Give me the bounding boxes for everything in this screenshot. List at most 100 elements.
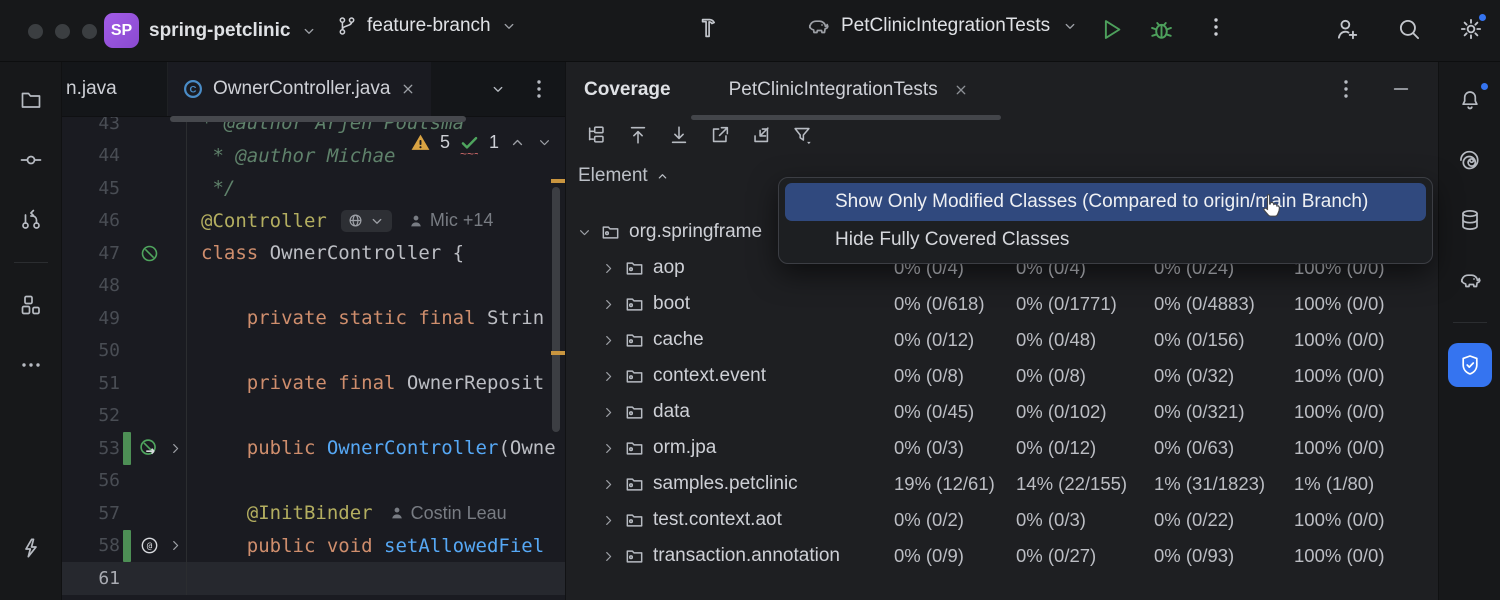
editor-scrollbar-thumb[interactable] xyxy=(552,187,560,432)
editor-tab-active[interactable]: C OwnerController.java xyxy=(168,62,432,116)
project-widget[interactable]: SP spring-petclinic xyxy=(104,13,318,48)
close-icon[interactable] xyxy=(952,81,970,99)
tool-button-commit[interactable] xyxy=(9,138,53,182)
window-controls[interactable] xyxy=(28,24,97,39)
tree-row[interactable]: boot 0% (0/618) 0% (0/1771) 0% (0/4883) 100%… xyxy=(566,286,1438,322)
menu-item[interactable]: Hide Fully Covered Classes xyxy=(835,229,1070,250)
spring-bean-icon[interactable] xyxy=(139,243,160,264)
tree-row[interactable]: org.springframe xyxy=(566,214,1438,250)
coverage-tab[interactable]: PetClinicIntegrationTests xyxy=(729,79,970,101)
code-line[interactable]: 61 xyxy=(62,562,565,595)
minimize-icon[interactable] xyxy=(1390,78,1412,100)
code-author-inlay[interactable]: Costin Leau xyxy=(389,503,507,524)
line-number: 47 xyxy=(98,242,120,264)
tree-row[interactable]: test.context.aot 0% (0/2) 0% (0/3) 0% (0/22… xyxy=(566,502,1438,538)
tool-button-lightning[interactable] xyxy=(9,526,53,570)
column-header-element[interactable]: Element xyxy=(566,155,1438,187)
window-zoom-button[interactable] xyxy=(82,24,97,39)
line-number: 61 xyxy=(98,567,120,589)
code-line[interactable]: 51 private final OwnerReposit xyxy=(62,367,565,400)
code-line[interactable]: 56 xyxy=(62,464,565,497)
expand-all-button[interactable] xyxy=(627,124,649,151)
tool-button-spiral[interactable] xyxy=(1448,138,1492,182)
tab-scrollbar-thumb[interactable] xyxy=(170,116,466,122)
tab-list-chevron-icon[interactable] xyxy=(489,80,507,98)
tree-row[interactable]: orm.jpa 0% (0/3) 0% (0/12) 0% (0/63) 100% (0… xyxy=(566,430,1438,466)
editor-tab-partial[interactable]: n.java xyxy=(62,62,168,116)
collapse-all-button[interactable] xyxy=(668,124,690,151)
menu-item[interactable]: Show Only Modified Classes (Compared to … xyxy=(785,183,1426,221)
tree-chevron[interactable] xyxy=(598,332,618,349)
code-text: public void setAllowedFiel xyxy=(186,529,565,562)
tree-chevron[interactable] xyxy=(598,512,618,529)
code-line[interactable]: 46 @Controller Mic +14 xyxy=(62,204,565,237)
export-report-button[interactable] xyxy=(709,124,731,151)
search-icon[interactable] xyxy=(1396,16,1422,42)
window-minimize-button[interactable] xyxy=(55,24,70,39)
run-button[interactable] xyxy=(1098,16,1125,43)
tree-row[interactable]: cache 0% (0/12) 0% (0/48) 0% (0/156) 100% (0… xyxy=(566,322,1438,358)
inspections-widget[interactable]: 5 ~~~ 1 xyxy=(410,132,553,157)
tool-button-structure[interactable] xyxy=(9,283,53,327)
column-header-label: Element xyxy=(578,165,648,186)
spring-bean-icon[interactable] xyxy=(138,437,160,459)
import-report-button[interactable] xyxy=(750,124,772,151)
tool-button-branches[interactable] xyxy=(9,198,53,242)
code-segment: private static final xyxy=(201,307,487,330)
build-button[interactable] xyxy=(694,16,718,40)
code-author-inlay[interactable]: Mic +14 xyxy=(408,210,493,231)
tree-chevron[interactable] xyxy=(574,224,594,241)
tree-chevron[interactable] xyxy=(598,260,618,277)
tree-chevron[interactable] xyxy=(598,404,618,421)
branch-widget[interactable]: feature-branch xyxy=(336,15,518,37)
left-rail xyxy=(0,62,62,600)
tree-chevron[interactable] xyxy=(598,296,618,313)
tree-row[interactable]: transaction.annotation 0% (0/9) 0% (0/27) 0… xyxy=(566,538,1438,574)
run-configuration-widget[interactable]: PetClinicIntegrationTests xyxy=(806,14,1079,38)
next-problem-chevron-icon[interactable] xyxy=(536,134,553,151)
tree-row[interactable]: samples.petclinic 19% (12/61) 14% (22/155)… xyxy=(566,466,1438,502)
prev-problem-chevron-icon[interactable] xyxy=(508,133,527,152)
annotation-gutter-icon[interactable]: @ xyxy=(139,535,160,556)
tree-row[interactable]: data 0% (0/45) 0% (0/102) 0% (0/321) 100% (0… xyxy=(566,394,1438,430)
code-line[interactable]: 52 xyxy=(62,399,565,432)
tree-chevron[interactable] xyxy=(598,548,618,565)
tool-button-database[interactable] xyxy=(1448,198,1492,242)
debug-button[interactable] xyxy=(1148,16,1175,43)
tree-row[interactable]: context.event 0% (0/8) 0% (0/8) 0% (0/32) 10… xyxy=(566,358,1438,394)
add-user-icon[interactable] xyxy=(1334,16,1360,42)
code-line[interactable]: 47 class OwnerController { xyxy=(62,237,565,270)
tool-button-folder[interactable] xyxy=(9,78,53,122)
tool-button-elephant[interactable] xyxy=(1448,258,1492,302)
tree-chevron[interactable] xyxy=(598,440,618,457)
panel-options-kebab-icon[interactable] xyxy=(1334,77,1358,101)
import-report-icon xyxy=(750,124,772,146)
window-close-button[interactable] xyxy=(28,24,43,39)
flatten-packages-button[interactable] xyxy=(586,124,608,151)
code-line[interactable]: 53 public OwnerController (Owne xyxy=(62,432,565,465)
error-stripe-mark[interactable] xyxy=(551,351,565,355)
tree-chevron[interactable] xyxy=(598,368,618,385)
tab-options-kebab-icon[interactable] xyxy=(527,77,551,101)
code-line[interactable]: 45 */ xyxy=(62,172,565,205)
close-icon[interactable] xyxy=(399,80,417,98)
url-mapping-inlay[interactable] xyxy=(340,209,392,232)
code-line[interactable]: 49 private static final Strin xyxy=(62,302,565,335)
coverage-stat: 0% (0/32) xyxy=(1154,365,1235,386)
code-line[interactable]: 58 @ public void setAllowedFiel xyxy=(62,529,565,562)
code-line[interactable]: 50 xyxy=(62,334,565,367)
tool-button-more[interactable] xyxy=(9,343,53,387)
fold-chevron-icon[interactable] xyxy=(167,537,184,554)
tool-button-shield[interactable] xyxy=(1447,343,1492,387)
tool-button-bell[interactable] xyxy=(1448,78,1492,122)
code-line[interactable]: 57 @InitBinder Costin Leau xyxy=(62,497,565,530)
settings-button[interactable] xyxy=(1458,12,1488,42)
more-actions-button[interactable] xyxy=(1204,15,1228,39)
tree-chevron[interactable] xyxy=(598,476,618,493)
chevron-down-icon xyxy=(1061,17,1079,35)
filter-button[interactable] xyxy=(791,124,813,151)
code-line[interactable]: 48 xyxy=(62,269,565,302)
fold-chevron-icon[interactable] xyxy=(167,440,184,457)
code-line[interactable]: 44 * @author Michae xyxy=(62,139,565,172)
error-stripe-mark[interactable] xyxy=(551,179,565,183)
